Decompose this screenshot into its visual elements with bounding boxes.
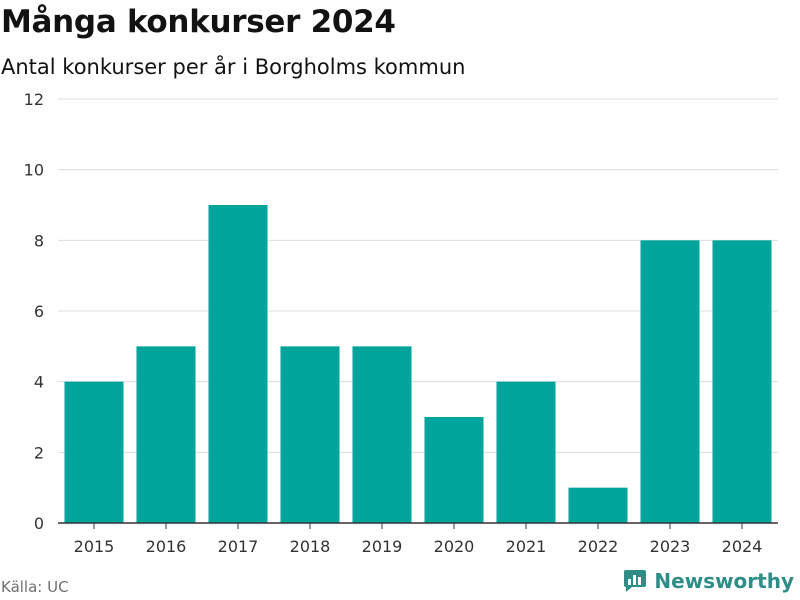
x-tick-label: 2017 — [218, 537, 259, 556]
bar — [424, 417, 484, 523]
bar — [208, 205, 268, 523]
x-tick-label: 2015 — [74, 537, 115, 556]
brand-name: Newsworthy — [654, 569, 794, 593]
bar — [496, 381, 556, 523]
x-tick-label: 2020 — [434, 537, 475, 556]
y-tick-label: 2 — [34, 443, 44, 462]
y-tick-label: 12 — [24, 90, 44, 109]
y-tick-label: 6 — [34, 302, 44, 321]
bar — [568, 487, 628, 523]
x-tick-label: 2019 — [362, 537, 403, 556]
x-tick-label: 2024 — [722, 537, 763, 556]
bar — [712, 240, 772, 524]
bar — [352, 346, 412, 523]
x-tick-label: 2022 — [578, 537, 619, 556]
bar — [280, 346, 340, 523]
bar-chart-logo-icon — [624, 570, 647, 592]
y-tick-label: 8 — [34, 231, 44, 250]
bar — [136, 346, 196, 523]
x-tick-label: 2018 — [290, 537, 331, 556]
chart-subtitle: Antal konkurser per år i Borgholms kommu… — [1, 55, 466, 79]
newsworthy-logo[interactable]: Newsworthy — [622, 568, 794, 594]
x-tick-label: 2016 — [146, 537, 187, 556]
y-tick-label: 0 — [34, 514, 44, 533]
y-tick-label: 10 — [24, 161, 44, 180]
x-tick-label: 2021 — [506, 537, 547, 556]
bar — [640, 240, 700, 524]
x-tick-label: 2023 — [650, 537, 691, 556]
chart-title: Många konkurser 2024 — [1, 4, 396, 40]
bar — [64, 381, 124, 523]
source-note: Källa: UC — [1, 578, 69, 596]
y-tick-label: 4 — [34, 373, 44, 392]
